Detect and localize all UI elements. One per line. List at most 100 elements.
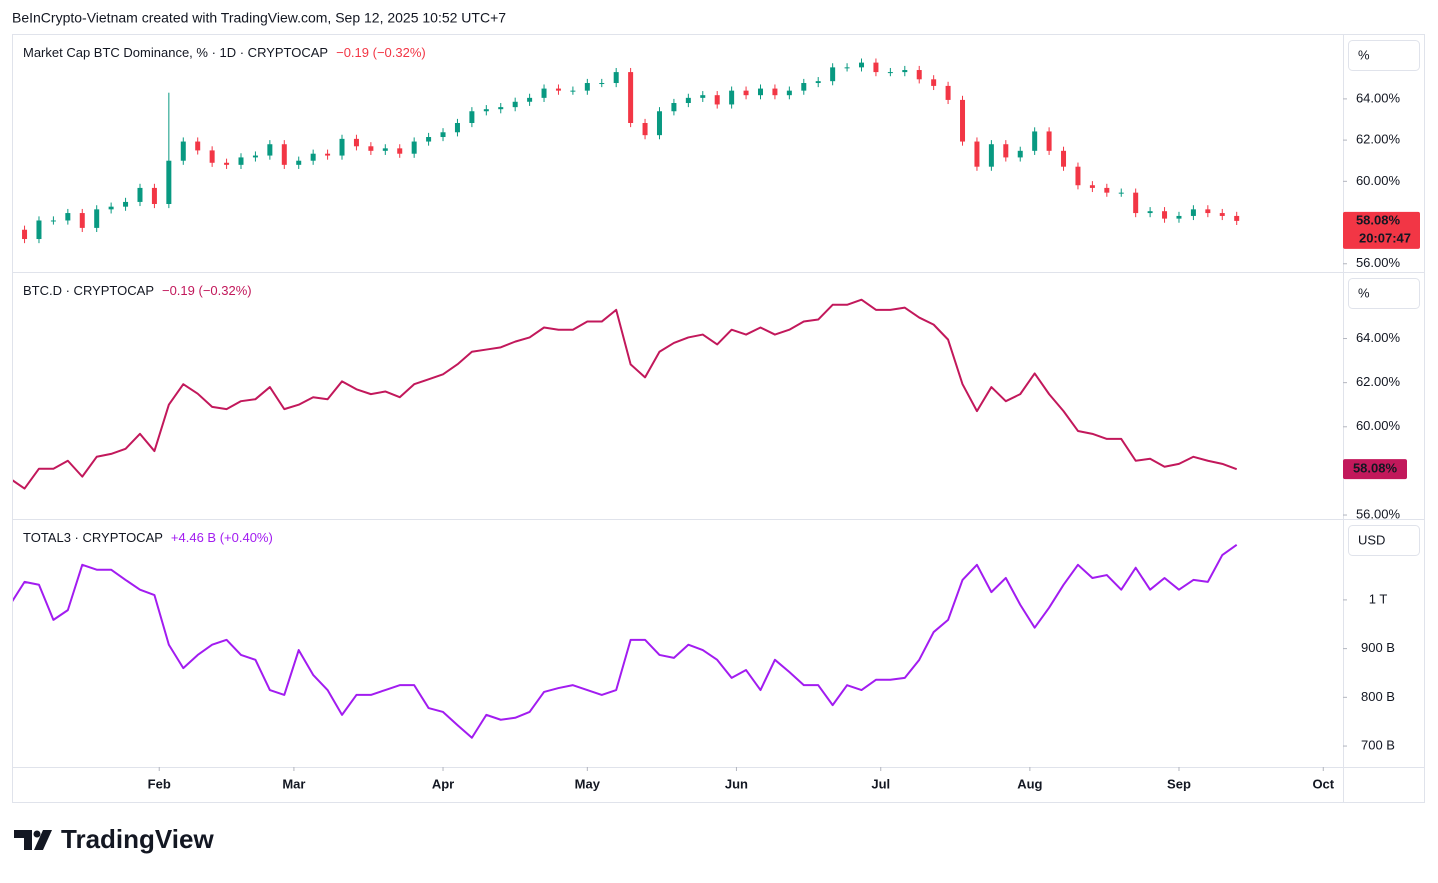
pane-change: −0.19 (−0.32%) xyxy=(336,45,426,60)
candle-body xyxy=(151,187,157,204)
candle-body xyxy=(945,85,951,100)
candle-body xyxy=(902,70,908,73)
candle-body xyxy=(469,111,475,123)
candle-body xyxy=(642,122,648,136)
x-tick-label: Oct xyxy=(1312,776,1334,791)
candle-body xyxy=(137,187,143,202)
candle-body xyxy=(729,90,735,105)
candle-body xyxy=(238,157,244,165)
frame xyxy=(12,34,1425,803)
y-tick-label: 56.00% xyxy=(1356,506,1401,521)
last-value-label: 58.08% xyxy=(1353,461,1398,476)
candle-body xyxy=(844,67,850,69)
pane-legend: Market Cap BTC Dominance, % · 1D · CRYPT… xyxy=(23,45,426,60)
candle-body xyxy=(1234,215,1240,221)
candle-body xyxy=(555,88,561,91)
candle-body xyxy=(281,144,287,165)
pane-title: Market Cap BTC Dominance, % · 1D · CRYPT… xyxy=(23,45,328,60)
candle-body xyxy=(527,97,533,102)
series-line xyxy=(13,544,1238,739)
candle-body xyxy=(426,137,432,142)
candle-body xyxy=(1205,209,1211,214)
candle-body xyxy=(1162,211,1168,219)
unit-button xyxy=(1348,525,1420,556)
candle-body xyxy=(267,144,273,156)
pane-title: TOTAL3 · CRYPTOCAP xyxy=(23,530,163,545)
logo-mark xyxy=(14,830,32,850)
x-tick-label: Apr xyxy=(432,776,454,791)
candle-body xyxy=(339,138,345,156)
candle-body xyxy=(931,79,937,86)
candle-body xyxy=(1075,166,1081,186)
candle-body xyxy=(108,206,114,210)
x-tick-label: Feb xyxy=(148,776,171,791)
candle-body xyxy=(541,88,547,98)
candle-body xyxy=(859,62,865,68)
candle-body xyxy=(1061,150,1067,167)
unit-label: USD xyxy=(1358,532,1385,547)
candle-body xyxy=(94,209,100,228)
candle-body xyxy=(353,138,359,147)
candle-body xyxy=(310,153,316,161)
logo-mark xyxy=(33,830,41,838)
y-tick-label: 56.00% xyxy=(1356,255,1401,270)
header-text: BeInCrypto-Vietnam created with TradingV… xyxy=(12,10,506,26)
candle-body xyxy=(757,88,763,96)
candle-body xyxy=(483,109,489,112)
candle-body xyxy=(1017,150,1023,158)
x-tick-label: Jul xyxy=(871,776,890,791)
pane-change: +4.46 B (+0.40%) xyxy=(171,530,273,545)
y-tick-label: 62.00% xyxy=(1356,374,1401,389)
candle-body xyxy=(714,95,720,105)
x-tick-label: Sep xyxy=(1167,776,1191,791)
y-tick-label: 900 B xyxy=(1361,640,1395,655)
plot xyxy=(13,298,1238,490)
candle-body xyxy=(974,141,980,167)
pane-change: −0.19 (−0.32%) xyxy=(162,283,252,298)
candle-body xyxy=(1147,211,1153,214)
candle-body xyxy=(584,83,590,91)
y-tick-label: 62.00% xyxy=(1356,132,1401,147)
candle-body xyxy=(599,83,605,85)
y-tick-label: 60.00% xyxy=(1356,173,1401,188)
candle-body xyxy=(887,72,893,74)
pane-legend: TOTAL3 · CRYPTOCAP +4.46 B (+0.40%) xyxy=(23,530,273,545)
candle-body xyxy=(656,111,662,136)
candle-body xyxy=(50,220,56,222)
last-price-box xyxy=(1343,211,1420,249)
last-price-label: 58.08% xyxy=(1356,212,1401,227)
candle-body xyxy=(786,90,792,96)
candle-body xyxy=(397,148,403,154)
candle-body xyxy=(772,88,778,96)
pane-legend: BTC.D · CRYPTOCAP −0.19 (−0.32%) xyxy=(23,283,252,298)
candle-body xyxy=(628,72,634,123)
candle-body xyxy=(498,107,504,110)
y-tick-label: 64.00% xyxy=(1356,330,1401,345)
candle-body xyxy=(743,90,749,96)
candle-body xyxy=(916,70,922,80)
candle-body xyxy=(209,150,215,163)
candle-body xyxy=(830,67,836,82)
candle-body xyxy=(1190,209,1196,216)
candle-body xyxy=(325,153,331,156)
candle-body xyxy=(960,99,966,142)
x-tick-label: Mar xyxy=(282,776,305,791)
last-value-box xyxy=(1343,459,1407,480)
candle-body xyxy=(454,122,460,133)
candle-body xyxy=(79,213,85,228)
candle-body xyxy=(166,160,172,204)
tradingview-logo: TradingView xyxy=(14,824,214,854)
candle-body xyxy=(1046,131,1052,151)
y-tick-label: 800 B xyxy=(1361,689,1395,704)
candle-body xyxy=(512,101,518,108)
candle-body xyxy=(368,146,374,151)
candle-body xyxy=(1176,215,1182,219)
candle-body xyxy=(224,162,230,165)
unit-label: % xyxy=(1358,285,1370,300)
candle-body xyxy=(382,148,388,151)
candle-body xyxy=(1133,192,1139,214)
candle-body xyxy=(22,229,28,240)
